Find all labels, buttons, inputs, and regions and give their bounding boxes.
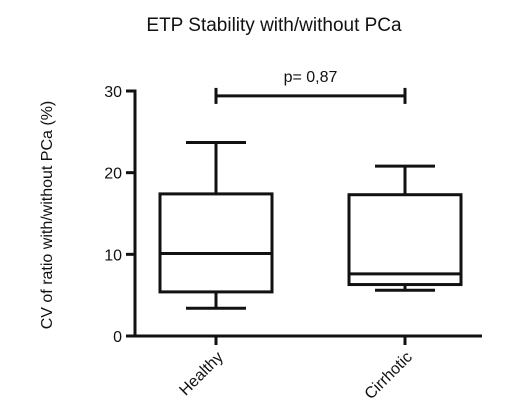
box-cirrhotic bbox=[347, 164, 463, 292]
significance-bracket: p= 0,87 bbox=[214, 69, 407, 104]
y-tick-label-0: 0 bbox=[113, 329, 122, 346]
x-tick-label-cirrhotic: Cirrhotic bbox=[362, 349, 416, 403]
y-axis-label: CV of ratio with/without PCa (%) bbox=[39, 101, 56, 330]
box-healthy bbox=[158, 140, 274, 310]
chart-title: ETP Stability with/without PCa bbox=[146, 15, 402, 36]
box-iqr-healthy bbox=[158, 192, 274, 294]
y-tick-label-20: 20 bbox=[104, 166, 122, 183]
y-tick-label-30: 30 bbox=[104, 84, 122, 101]
p-value-label: p= 0,87 bbox=[284, 69, 338, 86]
x-tick-label-healthy: Healthy bbox=[176, 349, 226, 399]
box-iqr-cirrhotic bbox=[347, 193, 463, 287]
boxes bbox=[158, 140, 463, 310]
annotations: p= 0,87 bbox=[214, 69, 407, 104]
y-tick-label-10: 10 bbox=[104, 247, 122, 264]
